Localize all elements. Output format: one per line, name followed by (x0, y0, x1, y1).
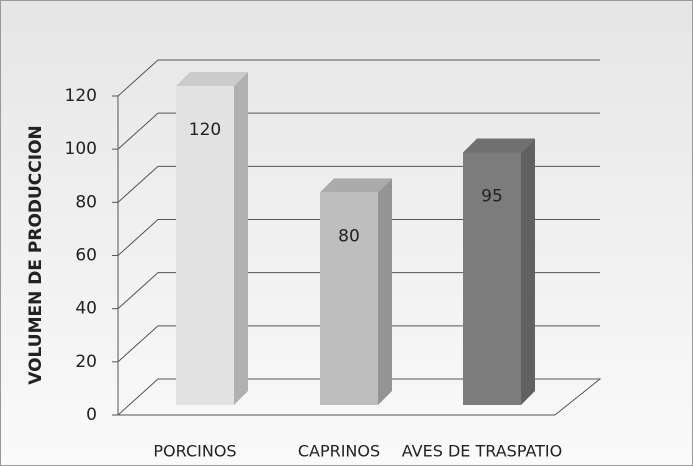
y-tick-label: 40 (75, 299, 97, 319)
y-axis-label: VOLUMEN DE PRODUCCION (26, 125, 46, 385)
data-label: 80 (338, 226, 360, 246)
bar-top (320, 178, 392, 193)
x-tick-label: AVES DE TRASPATIO (402, 442, 563, 461)
y-tick-label: 20 (75, 352, 97, 372)
grid-line (117, 272, 600, 310)
y-tick-label: 80 (75, 192, 97, 212)
bar (463, 152, 521, 405)
bar-top (463, 138, 535, 153)
bar-top (176, 72, 248, 86)
bar (176, 86, 234, 405)
y-tick-label: 60 (75, 246, 97, 266)
y-tick-label: 0 (86, 405, 97, 425)
grid-line (117, 165, 600, 203)
data-label: 95 (481, 186, 503, 206)
grid-line (117, 112, 600, 150)
y-tick-label: 120 (65, 86, 97, 106)
bar-side (521, 138, 535, 406)
grid-line (117, 325, 600, 363)
y-tick-label: 100 (65, 139, 97, 159)
bar-side (378, 178, 392, 405)
grid-line (117, 59, 600, 97)
x-tick-label: PORCINOS (153, 442, 236, 461)
x-tick-label: CAPRINOS (298, 442, 380, 461)
bar (320, 192, 378, 405)
data-label: 120 (189, 120, 221, 140)
bar-side (234, 72, 248, 405)
grid-line (117, 219, 600, 256)
